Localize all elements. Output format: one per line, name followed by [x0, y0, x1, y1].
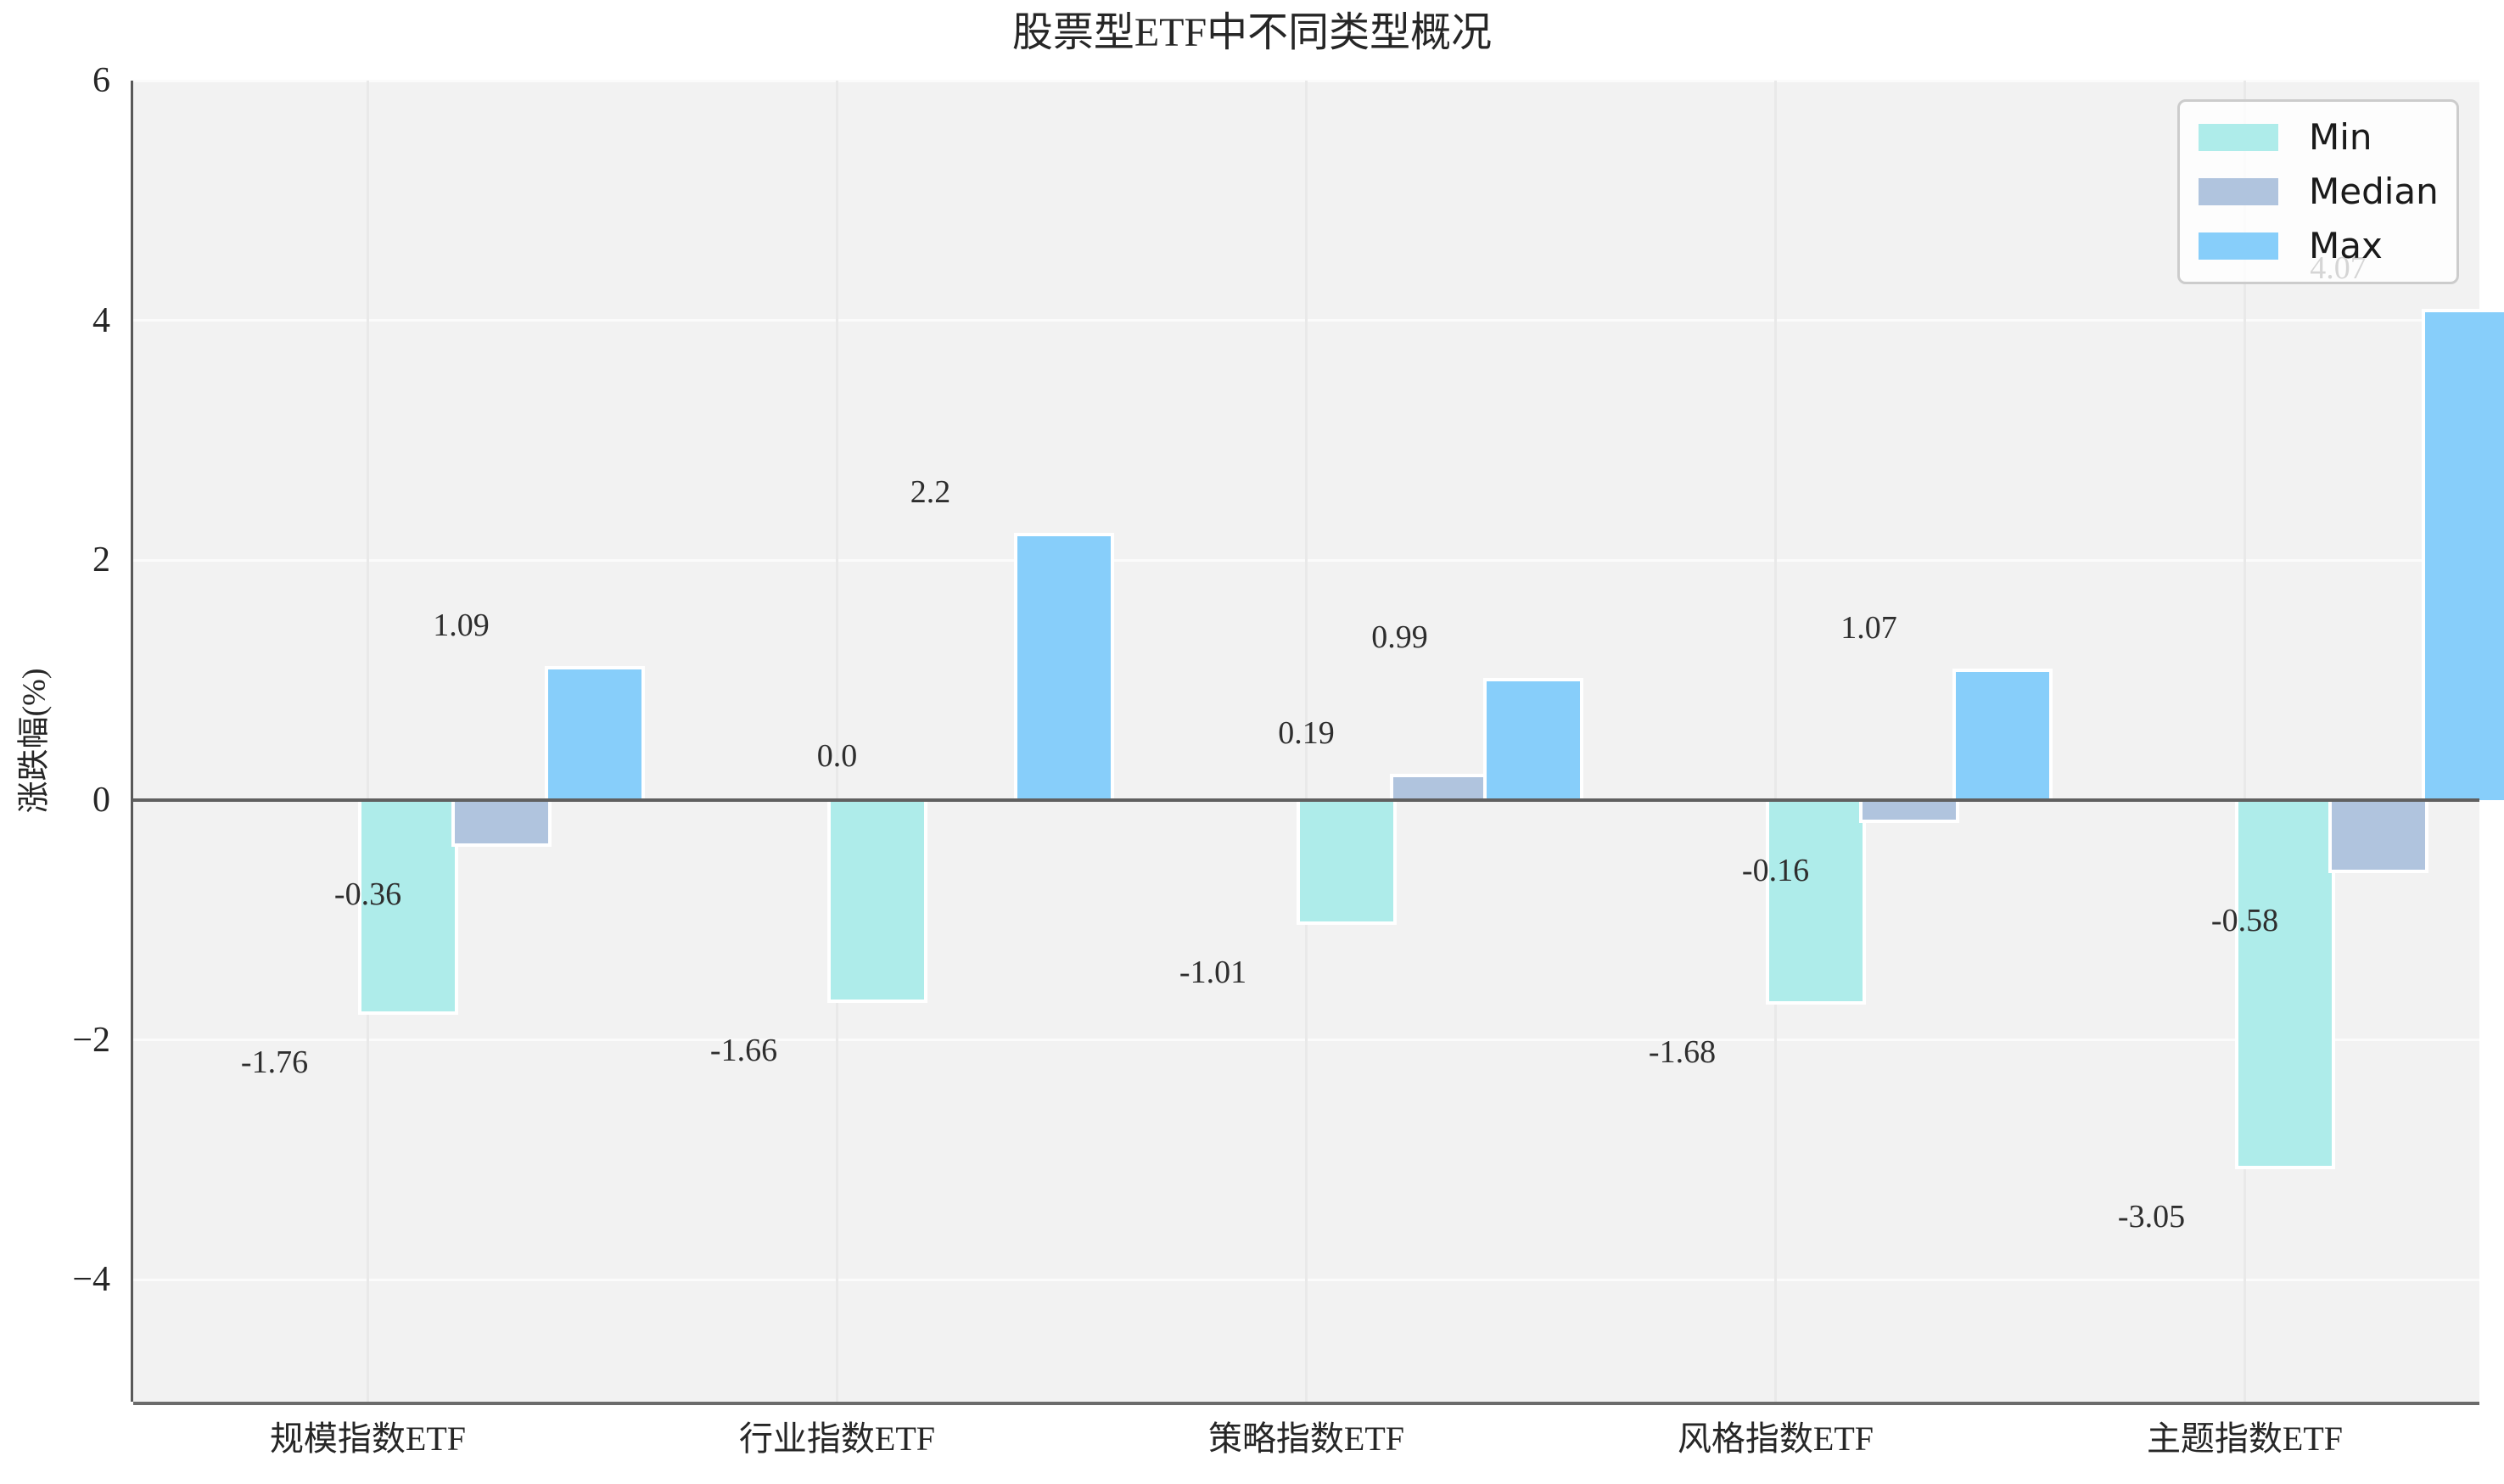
legend-label-min: Min — [2309, 116, 2372, 158]
bar-min-3 — [1296, 800, 1397, 925]
legend: Min Median Max — [2177, 99, 2459, 284]
y-tick-−4: −4 — [72, 1260, 110, 1300]
bar-label-min-2: -1.66 — [709, 1032, 778, 1068]
gridline-vertical-5 — [2244, 81, 2246, 1402]
bar-label-min-4: -1.68 — [1648, 1034, 1717, 1071]
gridline-vertical-2 — [836, 81, 838, 1402]
bar-label-max-1: 1.09 — [433, 607, 490, 643]
legend-row-max: Max — [2199, 228, 2438, 264]
bar-label-max-4: 1.07 — [1840, 609, 1897, 646]
bar-label-median-5: -0.58 — [2210, 902, 2279, 938]
gridline-vertical-1 — [367, 81, 369, 1402]
bar-label-median-4: -0.16 — [1741, 852, 1810, 888]
x-tick-4: 风格指数ETF — [1677, 1420, 1874, 1458]
bar-label-max-2: 2.2 — [910, 474, 951, 511]
bar-min-5 — [2234, 800, 2335, 1169]
legend-row-median: Median — [2199, 171, 2439, 212]
bar-label-min-5: -3.05 — [2117, 1198, 2186, 1235]
legend-swatch-median — [2199, 178, 2278, 205]
legend-swatch-min — [2199, 124, 2278, 151]
x-tick-1: 规模指数ETF — [269, 1420, 467, 1458]
y-axis-spine — [131, 81, 133, 1402]
legend-swatch-max — [2199, 232, 2278, 260]
bar-median-5 — [2328, 800, 2428, 873]
bar-min-2 — [826, 800, 927, 1003]
x-tick-5: 主题指数ETF — [2146, 1420, 2344, 1458]
bar-label-median-2: 0.0 — [816, 738, 858, 774]
bar-max-5 — [2421, 308, 2504, 800]
bar-label-max-3: 0.99 — [1371, 619, 1428, 656]
bar-max-2 — [1013, 533, 1114, 800]
bar-min-4 — [1765, 800, 1866, 1005]
legend-label-max: Max — [2309, 225, 2383, 266]
gridline-vertical-3 — [1305, 81, 1308, 1402]
bar-label-median-1: -0.36 — [333, 876, 402, 912]
bar-label-min-1: -1.76 — [240, 1044, 309, 1080]
bar-max-4 — [1952, 668, 2053, 800]
bar-median-1 — [451, 800, 552, 847]
legend-label-median: Median — [2309, 171, 2439, 212]
gridline-vertical-4 — [1774, 81, 1777, 1402]
x-axis-spine — [133, 1402, 2479, 1405]
bar-max-1 — [544, 665, 645, 800]
y-tick-4: 4 — [92, 300, 110, 340]
y-tick-6: 6 — [92, 61, 110, 101]
legend-row-min: Min — [2199, 120, 2438, 155]
y-tick-0: 0 — [92, 781, 110, 820]
zero-line — [133, 798, 2479, 802]
y-tick-−2: −2 — [72, 1020, 110, 1060]
bar-label-median-3: 0.19 — [1278, 715, 1335, 752]
bar-label-min-3: -1.01 — [1179, 954, 1247, 990]
y-tick-2: 2 — [92, 540, 110, 580]
bar-median-3 — [1389, 774, 1490, 800]
bar-min-1 — [357, 800, 458, 1015]
chart-title: 股票型ETF中不同类型概况 — [1011, 10, 1493, 55]
plot-area — [133, 79, 2504, 1402]
x-tick-2: 行业指数ETF — [738, 1420, 936, 1458]
x-tick-3: 策略指数ETF — [1207, 1420, 1405, 1458]
bar-max-3 — [1482, 678, 1583, 800]
bar-median-4 — [1858, 800, 1959, 823]
